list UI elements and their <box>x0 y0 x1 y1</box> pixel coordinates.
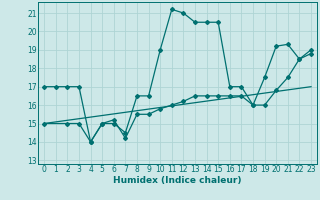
X-axis label: Humidex (Indice chaleur): Humidex (Indice chaleur) <box>113 176 242 185</box>
